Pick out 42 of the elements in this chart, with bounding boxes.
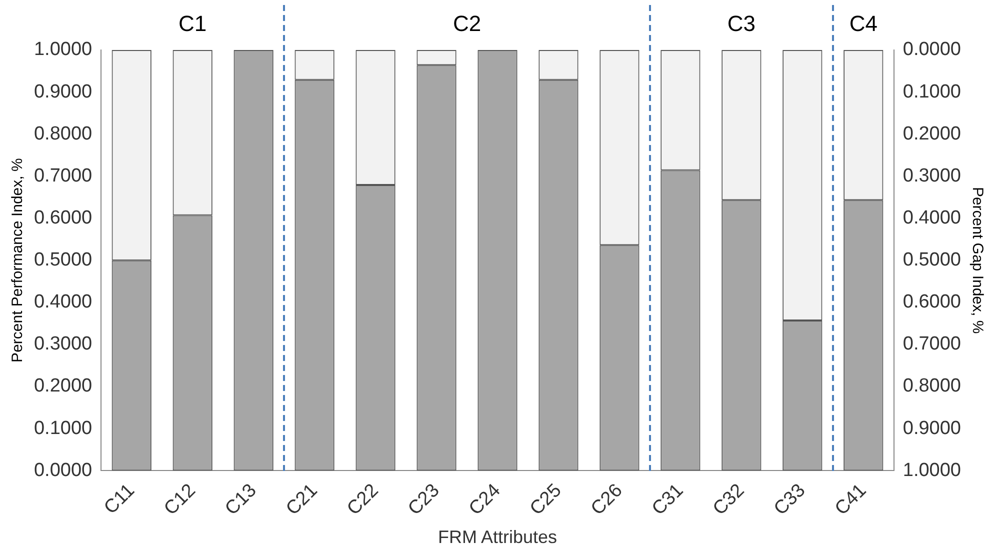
x-tick-label: C31 [648, 480, 688, 520]
y-tick-label: 0.4000 [34, 292, 92, 313]
y2-tick-label: 1.0000 [902, 460, 962, 481]
y2-tick-label: 0.0000 [902, 39, 962, 60]
text: C3 [727, 11, 756, 36]
y-tick-label: 0.8000 [34, 123, 92, 144]
y2-tick-label: 0.2000 [902, 123, 962, 144]
y-tick-label: 0.7000 [34, 165, 92, 186]
y-tick-label: 0.0000 [34, 460, 92, 481]
y2-tick-label: 0.8000 [902, 376, 962, 397]
text: C1 [178, 11, 207, 36]
text: C4 [849, 11, 878, 36]
y2-tick-label: 0.4000 [902, 207, 962, 228]
x-tick-label: C23 [404, 480, 444, 520]
y-tick-label: 0.6000 [34, 207, 92, 228]
x-tick-label: C25 [526, 480, 566, 520]
y-tick-label: 0.5000 [34, 250, 92, 271]
y2-axis-title: Percent Gap Index, % [968, 186, 986, 334]
y2-tick-label: 0.1000 [902, 81, 962, 102]
y2-tick-label: 0.5000 [902, 250, 962, 271]
x-tick-label: C33 [770, 480, 810, 520]
x-axis-title: FRM Attributes [438, 527, 558, 548]
y2-tick-label: 0.7000 [902, 334, 962, 355]
y2-tick-label: 0.9000 [902, 418, 962, 439]
x-tick-label: C32 [709, 480, 749, 520]
x-tick-label: C12 [160, 480, 200, 520]
y-tick-label: 0.2000 [34, 376, 92, 397]
y2-tick-label: 0.3000 [902, 165, 962, 186]
text: C2 [452, 11, 482, 36]
x-tick-label: C41 [831, 480, 871, 520]
x-tick-label: C22 [343, 480, 383, 520]
y2-tick-label: 0.6000 [902, 292, 962, 313]
y-axis-title: Percent Performance Index, % [9, 158, 26, 362]
x-tick-label: C26 [587, 480, 627, 520]
y-tick-label: 1.0000 [34, 39, 92, 60]
x-tick-label: C13 [221, 480, 261, 520]
x-tick-label: C21 [282, 480, 322, 520]
y-tick-label: 0.9000 [34, 81, 92, 102]
x-tick-label: C11 [100, 480, 139, 519]
y-tick-label: 0.1000 [34, 418, 92, 439]
y-tick-label: 0.3000 [34, 334, 92, 355]
x-tick-label: C24 [465, 480, 506, 520]
